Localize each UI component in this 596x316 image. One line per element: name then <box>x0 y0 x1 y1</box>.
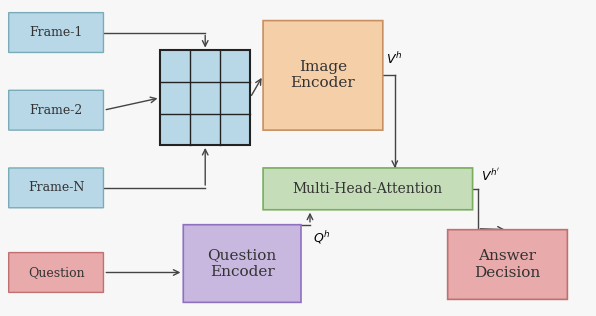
FancyBboxPatch shape <box>263 21 383 130</box>
FancyBboxPatch shape <box>448 230 567 299</box>
Text: Answer
Decision: Answer Decision <box>474 249 541 280</box>
Text: $Q^h$: $Q^h$ <box>313 229 331 246</box>
Text: Frame-2: Frame-2 <box>29 104 83 117</box>
Text: Question: Question <box>28 266 85 279</box>
FancyBboxPatch shape <box>183 225 301 302</box>
FancyBboxPatch shape <box>9 13 104 52</box>
FancyBboxPatch shape <box>9 168 104 208</box>
Text: $V^h$: $V^h$ <box>386 52 402 67</box>
Text: Question
Encoder: Question Encoder <box>207 248 277 279</box>
Text: Multi-Head-Attention: Multi-Head-Attention <box>293 182 443 196</box>
FancyBboxPatch shape <box>9 90 104 130</box>
Text: Frame-1: Frame-1 <box>29 26 83 39</box>
Text: Image
Encoder: Image Encoder <box>291 60 355 90</box>
Text: Frame-N: Frame-N <box>28 181 84 194</box>
FancyBboxPatch shape <box>263 168 473 210</box>
Text: $V^{h'}$: $V^{h'}$ <box>480 167 500 184</box>
Bar <box>160 51 250 145</box>
FancyBboxPatch shape <box>9 252 104 292</box>
